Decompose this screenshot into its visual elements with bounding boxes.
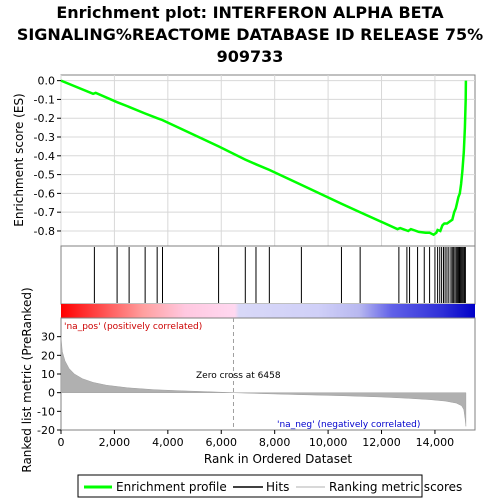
- es-y-label: Enrichment score (ES): [12, 93, 26, 226]
- metric-y-label: Ranked list metric (PreRanked): [20, 287, 34, 472]
- x-tick-label: 12,000: [362, 436, 401, 449]
- es-y-tick-label: -0.7: [34, 206, 55, 219]
- legend-label-enrichment: Enrichment profile: [116, 480, 227, 494]
- x-tick-label: 2,000: [99, 436, 131, 449]
- metric-y-tick-label: -20: [37, 424, 55, 437]
- es-y-tick-label: -0.8: [34, 225, 55, 238]
- metric-y-tick-label: 10: [41, 368, 55, 381]
- chart-title: Enrichment plot: INTERFERON ALPHA BETA S…: [0, 2, 500, 68]
- legend-label-hits: Hits: [266, 480, 289, 494]
- hits-panel-frame: [60, 245, 476, 305]
- es-y-tick-label: -0.5: [34, 169, 55, 182]
- metric-panel-frame: [60, 317, 476, 431]
- metric-y-tick-label: 20: [41, 349, 55, 362]
- hits-marks: [93, 247, 466, 303]
- es-y-tick-label: -0.3: [34, 131, 55, 144]
- x-tick-label: 8,000: [259, 436, 291, 449]
- es-panel: 0.0 -0.1 -0.2 -0.3 -0.4 -0.5 -0.6 -0.7 -0.8 Enri…: [12, 74, 476, 247]
- legend-frame: [77, 474, 423, 498]
- negative-correlated-label: 'na_neg' (negatively correlated): [277, 420, 420, 430]
- metric-y-tick-label: -10: [37, 405, 55, 418]
- metric-panel: 30 20 10 0 -10 -20 'na_pos' (positively corre…: [20, 287, 476, 473]
- es-y-tick-label: -0.6: [34, 187, 55, 200]
- es-y-ticks: 0.0 -0.1 -0.2 -0.3 -0.4 -0.5 -0.6 -0.7 -0.8: [34, 75, 61, 238]
- es-y-tick-label: -0.4: [34, 150, 55, 163]
- x-axis-label: Rank in Ordered Dataset: [204, 452, 352, 466]
- x-tick-label: 0: [58, 436, 65, 449]
- x-axis-ticks: 0 2,000 4,000 6,000 8,000 10,000 12,000 14,000: [58, 430, 455, 449]
- enrichment-profile-line: [60, 79, 468, 237]
- hits-panel: [60, 245, 476, 305]
- es-y-tick-label: -0.2: [34, 112, 55, 125]
- es-y-tick-label: -0.1: [34, 93, 55, 106]
- title-line-1: Enrichment plot: INTERFERON ALPHA BETA: [56, 3, 444, 22]
- x-tick-label: 14,000: [416, 436, 455, 449]
- title-line-3: 909733: [216, 47, 284, 66]
- metric-y-ticks: 30 20 10 0 -10 -20: [37, 331, 61, 437]
- zero-cross-label: Zero cross at 6458: [196, 371, 281, 381]
- title-line-2: SIGNALING%REACTOME DATABASE ID RELEASE 7…: [16, 25, 484, 44]
- x-tick-label: 10,000: [309, 436, 348, 449]
- x-tick-label: 4,000: [152, 436, 184, 449]
- ranking-metric-area: [60, 336, 467, 427]
- es-y-tick-label: 0.0: [38, 75, 56, 88]
- legend-label-metric: Ranking metric scores: [329, 480, 462, 494]
- positive-correlated-label: 'na_pos' (positively correlated): [64, 322, 202, 332]
- x-tick-label: 6,000: [206, 436, 238, 449]
- es-panel-frame: [60, 74, 476, 247]
- legend: Enrichment profile Hits Ranking metric s…: [77, 474, 462, 498]
- metric-y-tick-label: 30: [41, 331, 55, 344]
- metric-y-tick-label: 0: [48, 387, 55, 400]
- ranking-color-bar: [61, 304, 475, 318]
